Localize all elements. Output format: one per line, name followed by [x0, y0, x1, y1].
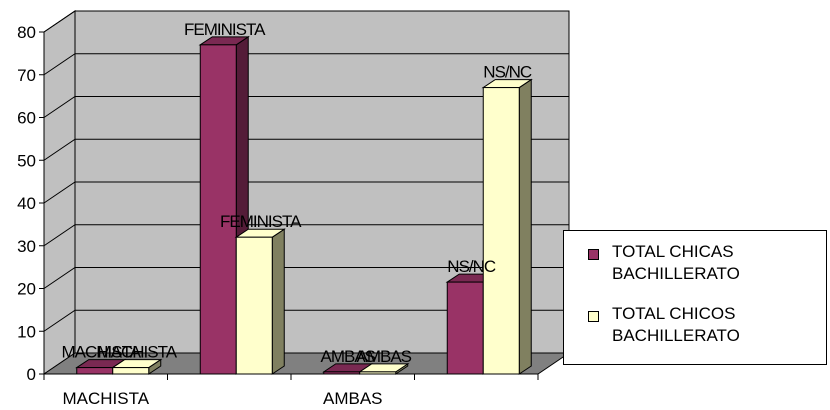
data-label: NS/NC — [447, 257, 496, 276]
bar — [199, 44, 237, 375]
y-tick-label: 10 — [17, 322, 36, 341]
data-label: FEMINISTA — [220, 212, 302, 231]
legend: TOTAL CHICAS BACHILLERATO TOTAL CHICOS BAC… — [563, 230, 827, 365]
bar — [446, 281, 484, 375]
y-tick-label: 0 — [27, 365, 36, 384]
bar — [323, 371, 361, 375]
y-tick-label: 40 — [17, 194, 36, 213]
legend-label-chicos: TOTAL CHICOS BACHILLERATO — [612, 304, 740, 345]
data-label: MACHISTA — [61, 343, 141, 362]
bar — [76, 367, 114, 375]
legend-label-chicas: TOTAL CHICAS BACHILLERATO — [612, 242, 740, 283]
gridline — [43, 309, 569, 332]
gridline — [43, 53, 569, 76]
gridline — [43, 181, 569, 204]
legend-item-chicas: TOTAL CHICAS BACHILLERATO — [588, 241, 812, 285]
data-label: FEMINISTA — [184, 20, 266, 39]
bar — [482, 87, 520, 375]
data-label: NS/NC — [483, 63, 532, 82]
gridline — [43, 96, 569, 118]
y-tick-label: 70 — [17, 66, 36, 85]
bar-side — [518, 78, 532, 375]
y-tick-label: 20 — [17, 280, 36, 299]
bar — [359, 371, 397, 375]
data-label: AMBAS — [356, 347, 411, 366]
data-label: MACHISTA — [97, 343, 177, 362]
bar — [112, 367, 150, 375]
bar — [235, 236, 273, 375]
gridline — [43, 267, 569, 289]
gridline — [43, 10, 569, 33]
y-tick-label: 80 — [17, 23, 36, 42]
y-tick-label: 30 — [17, 237, 36, 256]
bar-side — [271, 228, 285, 375]
y-tick-label: 50 — [17, 151, 36, 170]
x-tick-label: AMBAS — [323, 389, 383, 408]
legend-item-chicos: TOTAL CHICOS BACHILLERATO — [588, 303, 812, 347]
data-label: AMBAS — [320, 347, 375, 366]
x-tick-label: MACHISTA — [62, 389, 149, 408]
legend-swatch-chicos — [588, 311, 599, 322]
gridline — [43, 224, 569, 247]
gridline — [43, 138, 569, 161]
y-tick-label: 60 — [17, 109, 36, 128]
legend-swatch-chicas — [588, 249, 599, 260]
